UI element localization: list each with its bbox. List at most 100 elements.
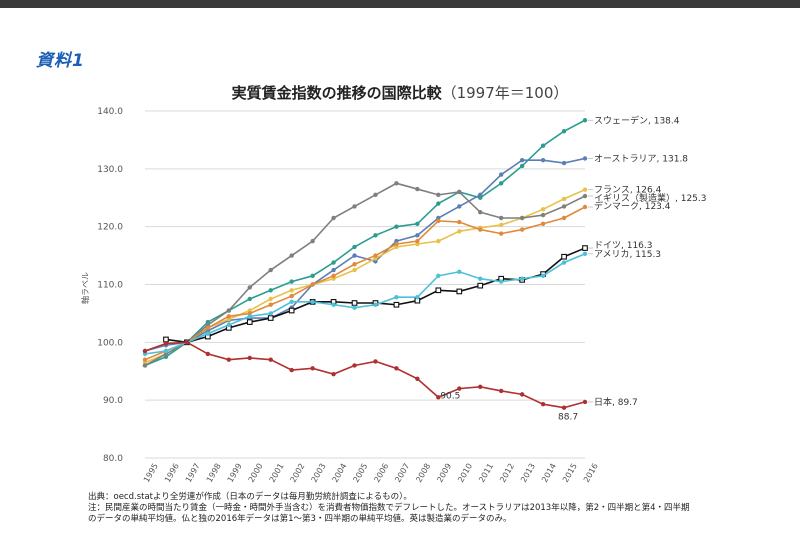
data-point — [352, 262, 357, 267]
x-tick-label: 2014 — [540, 462, 558, 484]
data-point — [435, 287, 442, 294]
top-bar — [0, 0, 800, 8]
x-tick-label: 1997 — [184, 462, 202, 484]
series-アメリカ — [142, 251, 588, 357]
x-tick-label: 2016 — [582, 462, 600, 484]
grid-lines — [145, 110, 585, 459]
data-point — [142, 363, 148, 368]
data-point — [478, 192, 483, 198]
data-point — [352, 267, 357, 273]
series-イギリス（製造業） — [142, 181, 588, 368]
data-point — [582, 399, 588, 405]
data-point — [268, 267, 273, 273]
data-point — [582, 193, 588, 199]
data-point — [478, 276, 483, 281]
data-point — [205, 331, 211, 336]
end-label-アメリカ: アメリカ, 115.3 — [594, 249, 661, 260]
data-point — [268, 302, 273, 307]
data-point — [498, 231, 504, 236]
data-point — [498, 279, 504, 284]
data-point — [142, 357, 148, 362]
data-point — [457, 269, 462, 274]
data-point — [478, 384, 483, 390]
data-point — [289, 253, 294, 258]
note-line-1: 注：民間産業の時間当たり賃金（一時金・時間外手当含む）を消費者物価指数でデフレー… — [88, 503, 690, 513]
data-point — [226, 308, 232, 313]
data-point — [415, 295, 420, 300]
end-label-イギリス（製造業）: イギリス（製造業）, 125.3 — [594, 192, 707, 204]
data-point — [394, 241, 399, 247]
chart-title-sub: （1997年＝100） — [441, 84, 569, 102]
data-point — [415, 221, 420, 226]
data-point — [310, 273, 315, 279]
data-point — [331, 260, 336, 265]
data-point — [498, 172, 504, 177]
data-point — [561, 204, 567, 209]
x-tick-label: 2005 — [351, 462, 369, 484]
data-point — [268, 357, 273, 362]
x-tick-label: 2006 — [372, 462, 390, 484]
data-point — [561, 196, 567, 202]
data-point — [415, 238, 420, 244]
x-axis-ticks: 1995 1996 1997 1998 1999 2000 2001 2002 2003 2004… — [142, 462, 600, 484]
data-point — [457, 386, 462, 391]
x-tick-label: 1995 — [142, 462, 160, 484]
data-point — [498, 222, 504, 228]
data-point — [540, 157, 546, 163]
note-line-2: のデータの単純平均値。仏と独の2016年データは第1〜第3・四半期の単純平均値。… — [88, 514, 512, 524]
data-point — [561, 215, 567, 221]
data-point — [582, 251, 588, 257]
x-tick-label: 2007 — [393, 462, 411, 484]
data-point — [289, 299, 294, 305]
data-point — [163, 341, 169, 346]
data-point — [561, 253, 567, 260]
data-point — [477, 282, 484, 289]
data-point — [268, 296, 273, 302]
series-line — [144, 253, 586, 355]
data-point — [561, 160, 567, 166]
data-point — [331, 302, 336, 307]
data-point — [478, 210, 483, 215]
data-point — [478, 227, 483, 232]
end-label-デンマーク: デンマーク, 123.4 — [594, 200, 671, 212]
x-tick-label: 2002 — [289, 462, 307, 484]
data-point — [540, 212, 546, 218]
end-label-フランス: フランス, 126.4 — [594, 185, 662, 196]
data-point — [561, 129, 567, 134]
data-point — [582, 245, 588, 251]
data-point — [540, 143, 546, 148]
x-tick-label: 2015 — [561, 462, 579, 484]
x-tick-label: 2012 — [498, 462, 516, 484]
x-tick-label: 2013 — [519, 462, 537, 484]
data-point — [246, 319, 253, 325]
data-point — [519, 157, 525, 163]
data-point — [519, 392, 525, 397]
data-point — [373, 192, 378, 198]
data-point — [373, 253, 378, 258]
data-point — [352, 204, 357, 209]
chart-title: 実質賃金指数の推移の国際比較（1997年＝100） — [0, 82, 800, 103]
data-point — [373, 359, 378, 364]
series-lines — [142, 118, 588, 410]
data-point — [352, 244, 357, 250]
data-point — [436, 218, 441, 224]
data-point — [540, 221, 546, 226]
y-tick-label: 120.0 — [97, 223, 123, 233]
data-point — [457, 229, 462, 234]
x-tick-label: 1996 — [163, 462, 181, 484]
data-point — [519, 276, 525, 281]
data-point — [247, 296, 252, 302]
x-tick-label: 2011 — [477, 462, 495, 484]
data-point — [331, 215, 336, 221]
end-label-オーストラリア: オーストラリア, 131.8 — [594, 153, 688, 164]
y-axis-label: 軸ラベル — [80, 272, 90, 304]
x-tick-label: 2008 — [414, 462, 432, 484]
data-point — [247, 314, 252, 319]
data-point — [310, 366, 315, 371]
series-日本 — [142, 340, 588, 410]
x-tick-label: 2000 — [247, 462, 265, 484]
data-point — [163, 336, 169, 343]
document-tag: 資料1 — [36, 51, 85, 71]
data-point — [184, 340, 190, 345]
